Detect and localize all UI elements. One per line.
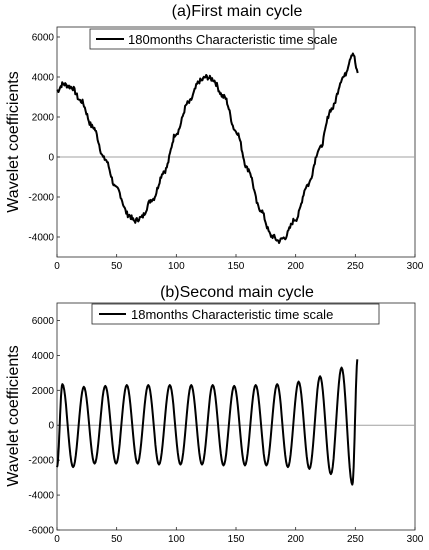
panel-b-series-line xyxy=(56,359,359,486)
panel-b-ylabel: Wavelet coefficients xyxy=(5,345,22,486)
x-tick-label: 200 xyxy=(287,261,304,272)
y-tick-label: 4000 xyxy=(32,351,55,362)
y-tick-label: -2000 xyxy=(28,193,54,204)
x-tick-label: 150 xyxy=(228,261,245,272)
x-tick-label: 100 xyxy=(168,534,185,545)
x-tick-label: 150 xyxy=(228,534,245,545)
panel-b-y-ticks: -6000 -4000 -2000 0 2000 4000 6000 xyxy=(28,316,60,537)
x-tick-label: 50 xyxy=(111,534,123,545)
y-tick-label: 6000 xyxy=(32,316,55,327)
panel-a: (a)First main cycle -4000-20000200040006… xyxy=(5,3,424,272)
x-tick-label: 0 xyxy=(54,534,60,545)
panel-a-ylabel: Wavelet coefficients xyxy=(5,71,22,212)
panel-b-legend: 18months Characteristic time scale xyxy=(91,303,380,325)
panel-a-x-ticks: 0 50 100 150 200 250 300 xyxy=(54,254,424,272)
y-tick-label: -4000 xyxy=(28,233,54,244)
panel-b-x-ticks: 0 50 100 150 200 250 300 xyxy=(54,527,424,545)
panel-a-axes xyxy=(56,26,416,258)
panel-a-y-ticks: -4000 -2000 0 2000 4000 6000 xyxy=(28,33,60,244)
y-tick-label: 2000 xyxy=(32,113,55,124)
panel-b-legend-box xyxy=(91,303,380,325)
panel-a-legend: 180months Characteristic time scale xyxy=(89,28,338,50)
y-tick-label: 2000 xyxy=(32,386,55,397)
x-tick-label: 0 xyxy=(54,261,60,272)
y-tick-label: -6000 xyxy=(28,526,54,537)
x-tick-label: 100 xyxy=(168,261,185,272)
panel-a-legend-box xyxy=(89,28,315,50)
panel-a-series-line xyxy=(56,52,359,244)
y-tick-label: 0 xyxy=(48,153,54,164)
x-tick-label: 250 xyxy=(347,261,364,272)
panel-a-title: (a)First main cycle xyxy=(172,3,303,20)
y-tick-label: 0 xyxy=(48,421,54,432)
x-tick-label: 250 xyxy=(347,534,364,545)
x-tick-label: 200 xyxy=(287,534,304,545)
panel-b-legend-label: 18months Characteristic time scale xyxy=(131,307,333,322)
panel-a-legend-label: 180months Characteristic time scale xyxy=(128,32,338,47)
panel-b: (b)Second main cycle -6000 -4000 -2000 0 200… xyxy=(5,284,424,545)
y-tick-label: -4000 xyxy=(28,491,54,502)
y-tick-label: -2000 xyxy=(28,456,54,467)
panel-b-title: (b)Second main cycle xyxy=(160,284,314,301)
y-tick-label: 4000 xyxy=(32,73,55,84)
x-tick-label: 300 xyxy=(407,534,424,545)
x-tick-label: 50 xyxy=(111,261,123,272)
x-tick-label: 300 xyxy=(407,261,424,272)
y-tick-label: 6000 xyxy=(32,33,55,44)
